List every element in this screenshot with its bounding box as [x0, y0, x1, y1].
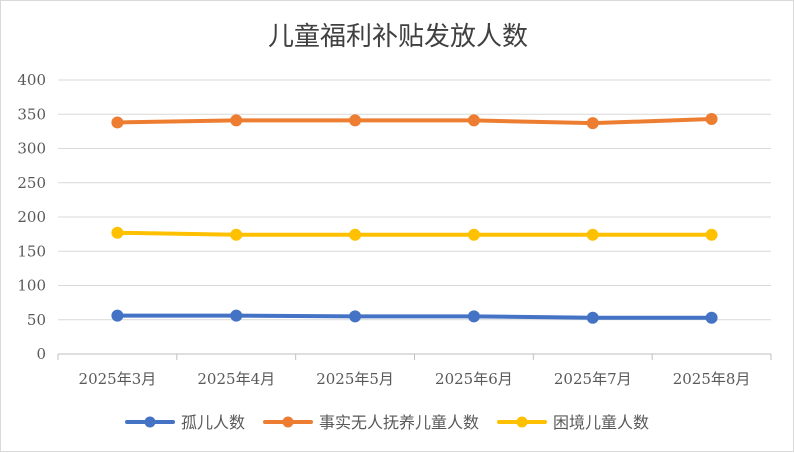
data-point	[230, 228, 243, 241]
y-tick-label: 350	[17, 105, 46, 123]
series-line	[115, 313, 714, 320]
series-1	[111, 113, 718, 130]
x-tick-label: 2025年4月	[197, 370, 275, 388]
legend: 孤儿人数 事实无人抚养儿童人数 困境儿童人数	[125, 413, 649, 432]
legend-swatch-marker	[282, 416, 294, 428]
legend-item: 事实无人抚养儿童人数	[263, 413, 479, 432]
data-point	[111, 116, 124, 129]
legend-item: 困境儿童人数	[497, 413, 649, 432]
axes: 0 50 100 150 200 250 300 350 400 2025年3月 2025年4月 20…	[17, 71, 772, 388]
y-tick-label: 250	[17, 174, 46, 192]
data-point	[467, 114, 480, 127]
x-tick-label: 2025年6月	[435, 370, 513, 388]
series-2	[111, 226, 718, 241]
legend-swatch-marker	[516, 416, 528, 428]
series-line	[115, 117, 714, 126]
y-tick-label: 50	[27, 311, 46, 329]
legend-label: 事实无人抚养儿童人数	[319, 413, 479, 432]
x-tick-label: 2025年7月	[554, 370, 632, 388]
data-point	[467, 228, 480, 241]
data-point	[349, 114, 362, 127]
y-tick-label: 150	[17, 242, 46, 260]
legend-swatch-marker	[144, 416, 156, 428]
data-point	[111, 226, 124, 239]
data-point	[349, 310, 362, 323]
data-point	[586, 311, 599, 324]
data-point	[586, 117, 599, 130]
gridlines	[58, 79, 771, 321]
data-point	[705, 113, 718, 126]
chart-title: 儿童福利补贴发放人数	[268, 22, 528, 52]
x-tick-label: 2025年3月	[79, 370, 157, 388]
y-tick-label: 0	[36, 345, 46, 363]
x-tick-label: 2025年8月	[673, 370, 751, 388]
legend-label: 困境儿童人数	[553, 413, 649, 432]
y-tick-label: 400	[17, 71, 46, 89]
data-point	[230, 309, 243, 322]
legend-label: 孤儿人数	[181, 413, 245, 432]
series-0	[111, 309, 718, 324]
data-point	[705, 311, 718, 324]
data-point	[467, 310, 480, 323]
y-tick-label: 300	[17, 140, 46, 158]
data-point	[111, 309, 124, 322]
data-point	[230, 114, 243, 127]
series-line	[115, 230, 714, 237]
x-tick-label: 2025年5月	[316, 370, 394, 388]
series-layer	[111, 113, 718, 324]
data-point	[349, 228, 362, 241]
data-point	[705, 228, 718, 241]
y-tick-label: 100	[17, 277, 46, 295]
data-point	[586, 228, 599, 241]
y-tick-label: 200	[17, 208, 46, 226]
legend-item: 孤儿人数	[125, 413, 245, 432]
